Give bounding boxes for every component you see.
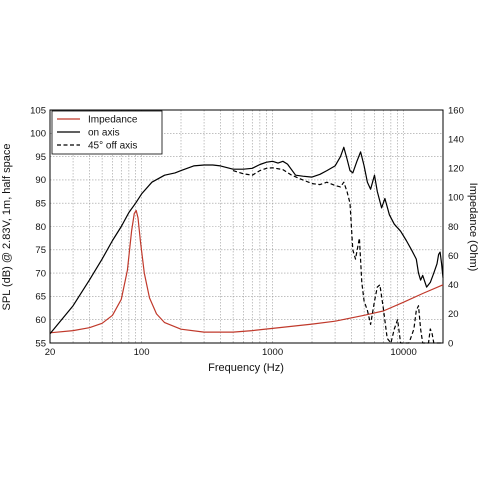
y-tick-label: 85 xyxy=(35,199,46,210)
legend-label-on-axis: on axis xyxy=(88,128,120,139)
tick-labels: 55 60 65 70 75 80 85 90 95 100 105 0 20 40 60 80 100 120 1… xyxy=(30,105,464,358)
x-tick-label: 20 xyxy=(45,347,56,358)
y2-tick-label: 120 xyxy=(448,164,464,175)
y2-axis-title: Impedance (Ohm) xyxy=(467,183,479,272)
y-axis-title: SPL (dB) @ 2.83V, 1m, half space xyxy=(1,144,13,311)
y2-tick-label: 20 xyxy=(448,309,459,320)
y2-tick-label: 100 xyxy=(448,193,464,204)
y-tick-label: 70 xyxy=(35,268,46,279)
y2-tick-label: 140 xyxy=(448,134,464,145)
y-tick-label: 80 xyxy=(35,222,46,233)
legend-label-off-axis: 45° off axis xyxy=(88,141,137,152)
y2-tick-label: 40 xyxy=(448,280,459,291)
plot-frame xyxy=(49,109,444,344)
y-tick-label: 105 xyxy=(30,105,46,116)
series-line-impedance xyxy=(49,209,444,334)
y2-tick-label: 80 xyxy=(448,222,459,233)
legend-label-impedance: Impedance xyxy=(88,115,138,126)
y2-tick-label: 0 xyxy=(448,338,453,349)
series-lines xyxy=(49,146,444,344)
x-tick-label: 10000 xyxy=(390,347,416,358)
x-tick-label: 1000 xyxy=(262,347,283,358)
x-tick-label: 100 xyxy=(134,347,150,358)
y-tick-label: 95 xyxy=(35,152,46,163)
y-tick-label: 90 xyxy=(35,175,46,186)
y-tick-label: 60 xyxy=(35,315,46,326)
y-tick-label: 100 xyxy=(30,129,46,140)
y-tick-label: 75 xyxy=(35,245,46,256)
y-tick-label: 65 xyxy=(35,292,46,303)
series-line-on-axis xyxy=(49,146,444,335)
y2-tick-label: 160 xyxy=(448,105,464,116)
y2-tick-label: 60 xyxy=(448,251,459,262)
legend: Impedance on axis 45° off axis xyxy=(51,110,163,155)
x-axis-title: Frequency (Hz) xyxy=(208,362,284,374)
series-line-45-off-axis xyxy=(232,167,443,344)
y-tick-label: 55 xyxy=(35,338,46,349)
grid-lines xyxy=(50,110,443,343)
